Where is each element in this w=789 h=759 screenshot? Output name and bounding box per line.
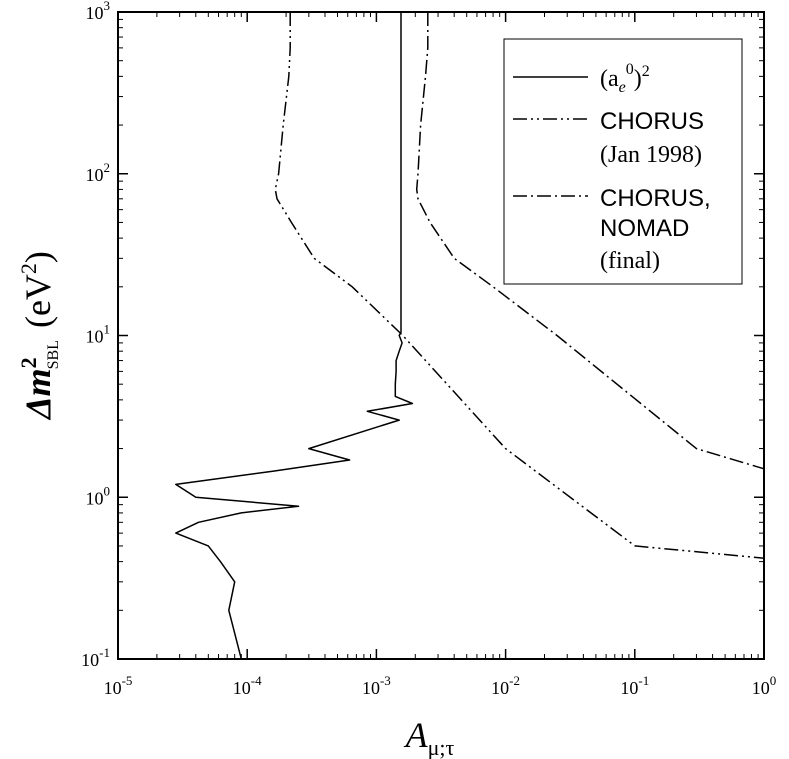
- legend-ae0sq-open: (a: [600, 66, 619, 92]
- x-axis-title-main: A: [404, 715, 429, 755]
- y-tick-label: 101: [86, 322, 111, 347]
- x-tick-label: 10-2: [491, 673, 520, 698]
- legend-label-final-line1: CHORUS,: [600, 185, 711, 212]
- legend: (ae0)2 CHORUS (Jan 1998) CHORUS, NOMAD (…: [503, 38, 743, 285]
- legend-ae0sq-sup2: 2: [642, 63, 650, 80]
- legend-ae0sq-sup: 0: [626, 61, 634, 78]
- y-axis-title-main: Δm: [18, 368, 58, 421]
- legend-ae0sq-sub: e: [619, 79, 626, 96]
- y-axis-title: Δm2 SBL(eV2): [16, 251, 62, 421]
- y-tick-label: 103: [86, 0, 111, 23]
- legend-ae0sq-close: ): [634, 66, 642, 92]
- series-line-final: [415, 12, 765, 470]
- y-tick-labels: 10-1 100 101 102 103: [81, 0, 110, 670]
- series-line-ae0sq: [175, 12, 414, 660]
- x-tick-label: 100: [752, 673, 777, 698]
- legend-label-final-line3: (final): [600, 248, 660, 274]
- legend-label-chorus1998-line2: (Jan 1998): [600, 142, 702, 168]
- x-tick-label: 10-4: [233, 673, 262, 698]
- minor-ticks: [118, 12, 764, 659]
- x-tick-label: 10-1: [620, 673, 649, 698]
- y-axis-units-sup: 2: [16, 263, 41, 274]
- x-axis-title-sub: μ;τ: [428, 735, 455, 759]
- y-tick-label: 102: [86, 160, 111, 185]
- y-axis-units-open: (eV: [18, 274, 58, 328]
- x-tick-label: 10-3: [362, 673, 391, 698]
- major-ticks: [117, 11, 765, 660]
- x-axis-title: Aμ;τ: [404, 715, 455, 759]
- y-axis-title-sub: SBL: [45, 340, 62, 369]
- series-lines: [175, 12, 765, 660]
- series-line-chorus1998: [274, 12, 765, 559]
- y-tick-label: 100: [86, 483, 111, 508]
- legend-label-chorus1998-line1: CHORUS: [600, 108, 704, 135]
- y-axis-units-close: ): [18, 251, 58, 263]
- legend-label-final-line2: NOMAD: [600, 215, 689, 242]
- legend-label-ae0sq: (ae0)2: [600, 61, 650, 96]
- x-tick-labels: 10-5 10-4 10-3 10-2 10-1 100: [104, 673, 777, 698]
- y-tick-label: 10-1: [81, 645, 110, 670]
- legend-box: [503, 38, 743, 285]
- x-tick-label: 10-5: [104, 673, 133, 698]
- y-axis-title-sup: 2: [16, 357, 41, 368]
